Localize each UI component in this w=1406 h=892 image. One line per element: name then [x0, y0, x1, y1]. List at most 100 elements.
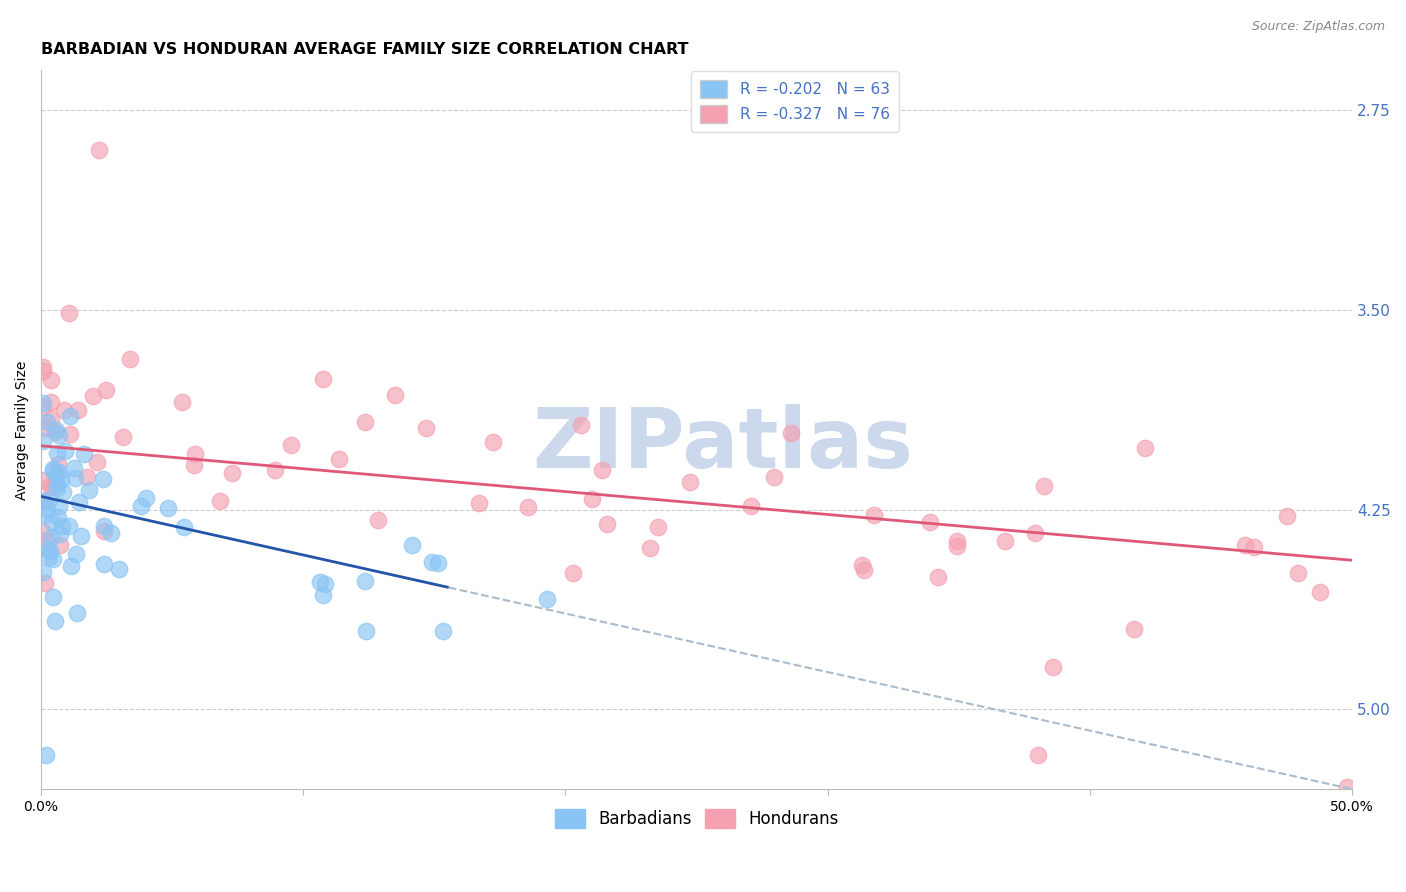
Point [35, 502, 58, 516]
Point [481, 435, 503, 450]
Point [432, 624, 454, 638]
Point [39, 412, 62, 426]
Point [740, 499, 762, 513]
Point [1033, 479, 1056, 493]
Point [35, 421, 58, 435]
Point [1024, 526, 1046, 541]
Point [517, 500, 540, 515]
Point [49, 473, 72, 487]
Point [46, 510, 69, 524]
Point [32, 566, 55, 580]
Point [920, 516, 942, 530]
Point [39, 395, 62, 409]
Point [32, 494, 55, 508]
Point [53, 444, 76, 458]
Point [45, 482, 67, 496]
Point [63, 471, 86, 485]
Point [415, 421, 437, 435]
Point [111, 430, 134, 444]
Point [927, 569, 949, 583]
Point [209, 493, 232, 508]
Point [1233, 539, 1256, 553]
Point [42, 591, 65, 605]
Point [87, 143, 110, 157]
Point [183, 458, 205, 472]
Point [994, 534, 1017, 549]
Point [52, 485, 75, 500]
Point [38, 549, 60, 564]
Point [66, 606, 89, 620]
Point [562, 566, 585, 580]
Point [48, 428, 70, 442]
Point [93, 524, 115, 538]
Point [384, 388, 406, 402]
Point [82, 389, 104, 403]
Point [48, 499, 70, 513]
Point [1286, 566, 1309, 580]
Point [647, 520, 669, 534]
Point [38, 478, 60, 492]
Point [946, 540, 969, 554]
Point [42, 461, 65, 475]
Point [94, 383, 117, 397]
Point [308, 575, 330, 590]
Point [67, 495, 90, 509]
Point [596, 517, 619, 532]
Point [46, 457, 69, 471]
Point [32, 363, 55, 377]
Point [49, 538, 72, 552]
Point [77, 483, 100, 497]
Point [53, 403, 76, 417]
Point [35, 533, 58, 547]
Point [41, 515, 63, 529]
Point [48, 465, 70, 479]
Point [32, 494, 55, 508]
Text: Source: ZipAtlas.com: Source: ZipAtlas.com [1251, 20, 1385, 33]
Point [1133, 441, 1156, 455]
Point [312, 588, 335, 602]
Point [129, 500, 152, 514]
Point [367, 513, 389, 527]
Point [763, 470, 786, 484]
Point [42, 552, 65, 566]
Point [93, 519, 115, 533]
Point [32, 396, 55, 410]
Point [468, 496, 491, 510]
Point [63, 460, 86, 475]
Point [34, 508, 56, 523]
Point [280, 438, 302, 452]
Point [312, 371, 335, 385]
Point [45, 424, 67, 438]
Point [100, 526, 122, 541]
Point [42, 464, 65, 478]
Point [65, 548, 87, 562]
Point [863, 508, 886, 523]
Point [59, 558, 82, 573]
Point [851, 558, 873, 573]
Point [536, 592, 558, 607]
Point [1309, 584, 1331, 599]
Point [263, 463, 285, 477]
Point [35, 415, 58, 429]
Point [354, 574, 377, 588]
Point [569, 418, 592, 433]
Point [45, 476, 67, 491]
Point [37, 541, 59, 556]
Point [69, 528, 91, 542]
Point [39, 373, 62, 387]
Point [581, 491, 603, 506]
Point [38, 493, 60, 508]
Point [1042, 660, 1064, 674]
Point [45, 446, 67, 460]
Point [32, 524, 55, 539]
Legend: Barbadians, Hondurans: Barbadians, Hondurans [548, 802, 845, 835]
Point [118, 352, 141, 367]
Point [32, 434, 55, 449]
Point [58, 518, 80, 533]
Point [638, 541, 661, 555]
Point [38, 543, 60, 558]
Point [51, 519, 73, 533]
Point [32, 473, 55, 487]
Point [58, 306, 80, 320]
Point [172, 395, 194, 409]
